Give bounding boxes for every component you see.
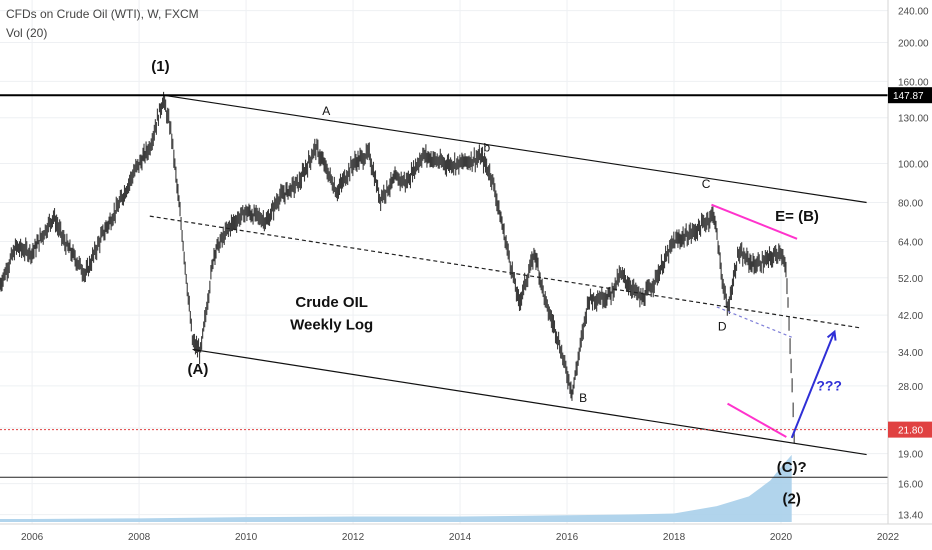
wave-annotation: A bbox=[322, 104, 330, 118]
x-tick-label: 2014 bbox=[449, 532, 472, 543]
x-tick-label: 2018 bbox=[663, 532, 686, 543]
wave-annotation: ??? bbox=[816, 377, 842, 393]
y-tick-label: 52.00 bbox=[898, 274, 923, 285]
y-tick-label: 28.00 bbox=[898, 382, 923, 393]
triangle-boundary-line bbox=[727, 402, 787, 438]
wave-annotation: B bbox=[579, 391, 587, 405]
x-tick-label: 2020 bbox=[770, 532, 793, 543]
wave-annotation: (A) bbox=[188, 361, 209, 378]
y-tick-label: 19.00 bbox=[898, 450, 923, 461]
projection-arrow-head bbox=[826, 329, 837, 341]
y-tick-label: 200.00 bbox=[898, 38, 929, 49]
dotted-support-line bbox=[716, 306, 792, 338]
wave-annotation: E= (B) bbox=[775, 208, 819, 225]
wave-annotation: Crude OIL bbox=[295, 294, 368, 311]
y-tick-label: 130.00 bbox=[898, 114, 929, 125]
volume-histogram bbox=[0, 454, 792, 522]
wave-annotation: (2) bbox=[783, 490, 801, 507]
last-price-label: 21.80 bbox=[898, 426, 923, 437]
x-tick-label: 2008 bbox=[128, 532, 151, 543]
wave-annotation: Weekly Log bbox=[290, 316, 373, 333]
wave-annotation: C bbox=[702, 177, 711, 191]
level-label-147: 147.87 bbox=[893, 91, 924, 102]
channel-line bbox=[192, 348, 867, 456]
last-price-box bbox=[888, 421, 932, 438]
wave-annotation: D bbox=[718, 319, 727, 333]
projection-arrow bbox=[790, 331, 836, 439]
y-tick-label: 80.00 bbox=[898, 199, 923, 210]
wave-annotation: (C)? bbox=[777, 459, 807, 476]
y-tick-label: 16.00 bbox=[898, 480, 923, 491]
y-tick-label: 34.00 bbox=[898, 348, 923, 359]
x-tick-label: 2012 bbox=[342, 532, 365, 543]
volume-indicator-label: Vol (20) bbox=[6, 26, 48, 40]
chart-header-title: CFDs on Crude Oil (WTI), W, FXCM bbox=[6, 7, 199, 21]
x-tick-label: 2022 bbox=[877, 532, 900, 543]
y-tick-label: 240.00 bbox=[898, 7, 929, 18]
level-label-box bbox=[888, 87, 932, 104]
y-tick-label: 160.00 bbox=[898, 77, 929, 88]
y-tick-label: 13.40 bbox=[898, 511, 923, 522]
x-tick-label: 2006 bbox=[21, 532, 44, 543]
mid-channel-dashed-line bbox=[149, 215, 862, 329]
x-tick-label: 2010 bbox=[235, 532, 258, 543]
y-tick-label: 42.00 bbox=[898, 311, 923, 322]
y-tick-label: 64.00 bbox=[898, 237, 923, 248]
triangle-boundary-line bbox=[711, 203, 798, 240]
wave-annotation: b bbox=[483, 141, 490, 155]
channel-line bbox=[163, 94, 867, 204]
wave-annotation: (1) bbox=[151, 58, 169, 75]
x-tick-label: 2016 bbox=[556, 532, 579, 543]
y-tick-label: 100.00 bbox=[898, 160, 929, 171]
